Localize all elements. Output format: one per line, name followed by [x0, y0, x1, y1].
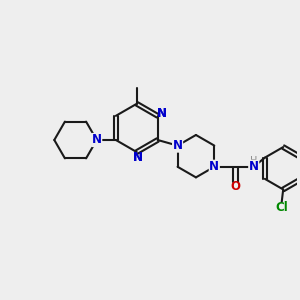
Text: N: N — [92, 134, 102, 146]
Text: N: N — [172, 139, 183, 152]
Text: N: N — [158, 107, 167, 120]
Text: N: N — [158, 107, 167, 120]
Text: N: N — [249, 160, 259, 173]
Text: Cl: Cl — [275, 201, 288, 214]
Text: N: N — [133, 151, 143, 164]
Text: O: O — [230, 180, 241, 193]
Text: N: N — [133, 151, 143, 164]
Text: H: H — [250, 157, 257, 166]
Text: N: N — [209, 160, 219, 173]
